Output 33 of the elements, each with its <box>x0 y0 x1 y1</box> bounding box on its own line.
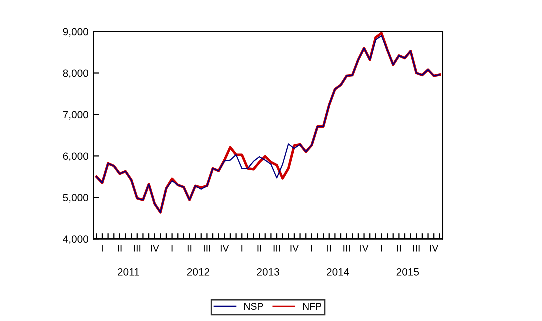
x-tick-label: I <box>381 245 382 252</box>
x-tick-label: IV <box>290 245 300 252</box>
y-tick-label: 7,000 <box>63 111 88 120</box>
text: 2014 <box>327 268 350 276</box>
x-tick-label: II <box>328 245 332 252</box>
x-tick-label: II <box>118 245 122 252</box>
x-tick-label: I <box>172 245 173 252</box>
x-tick-label: IV <box>220 245 230 252</box>
y-tick-label: 4,000 <box>63 236 88 244</box>
x-tick-label: IV <box>430 245 439 252</box>
x-tick-label: I <box>311 245 312 252</box>
y-tick-label: 9,000 <box>63 28 88 37</box>
x-tick-label: III <box>204 245 210 252</box>
x-tick-label: IV <box>151 245 160 252</box>
text: 2015 <box>396 268 420 276</box>
text: 2012 <box>187 268 210 276</box>
text: 2011 <box>118 268 140 276</box>
x-tick-label: III <box>344 245 350 252</box>
x-tick-label: I <box>102 245 103 252</box>
x-tick-label: II <box>397 245 401 252</box>
legend-label: NFP <box>303 303 322 310</box>
x-tick-label: IV <box>360 245 369 252</box>
y-tick-label: 6,000 <box>63 152 88 162</box>
text: 2013 <box>257 268 280 276</box>
x-tick-label: III <box>134 245 141 252</box>
legend-label: NSP <box>244 303 264 310</box>
y-tick-label: 8,000 <box>63 70 88 78</box>
x-tick-label: II <box>188 245 192 252</box>
x-tick-label: III <box>413 245 420 252</box>
x-tick-label: II <box>258 245 262 252</box>
y-tick-label: 5,000 <box>63 194 88 203</box>
x-tick-label: III <box>274 245 280 252</box>
x-tick-label: I <box>242 245 243 252</box>
